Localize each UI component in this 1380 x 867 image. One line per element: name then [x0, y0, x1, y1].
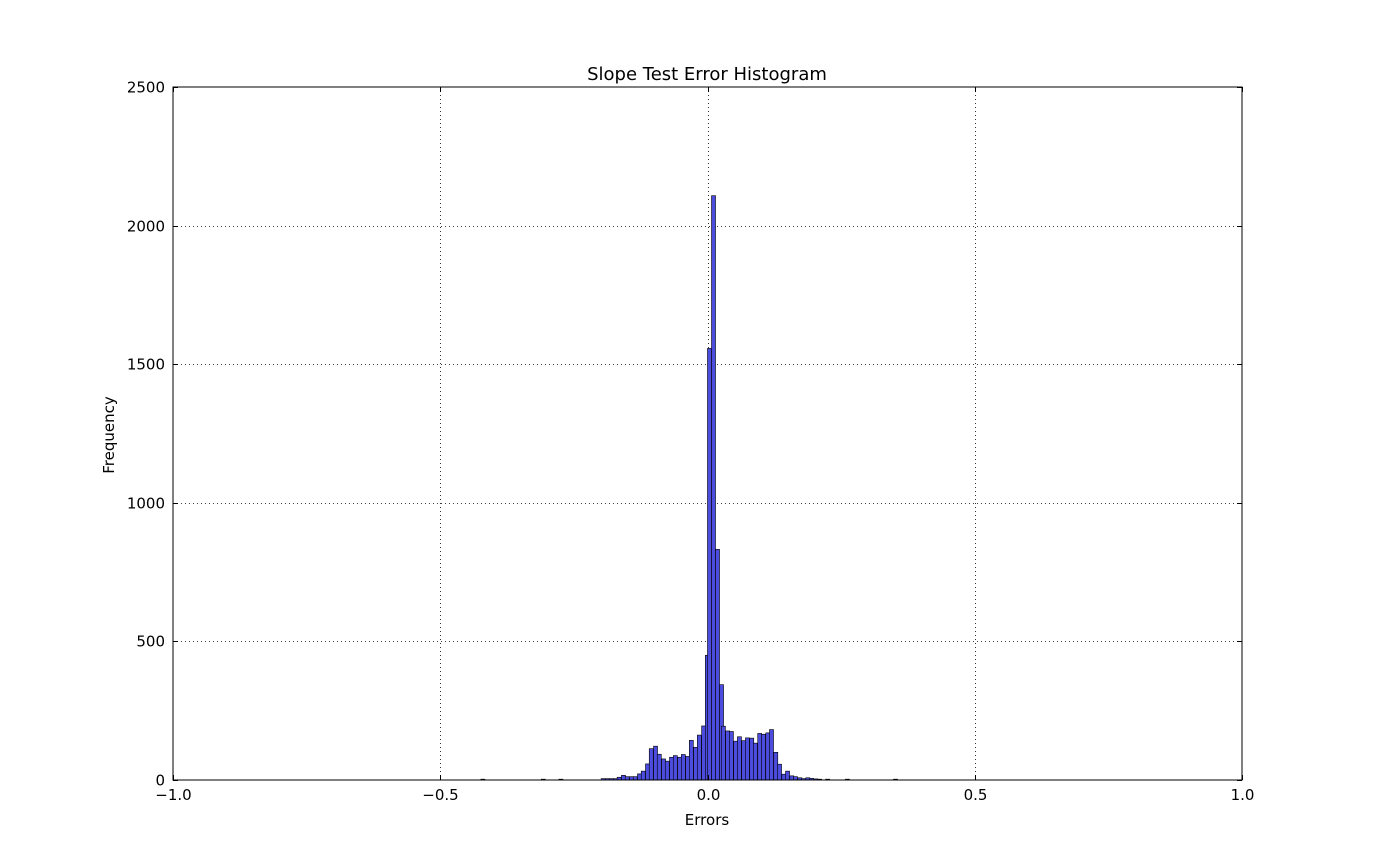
histogram-bar	[701, 725, 706, 781]
y-tick-label: 0	[155, 772, 165, 790]
histogram-bar	[725, 730, 730, 781]
histogram-bar	[653, 745, 658, 781]
histogram-bar	[664, 760, 670, 781]
histogram-bar	[640, 770, 646, 781]
histogram-bar	[711, 195, 716, 781]
histogram-bar	[648, 748, 654, 781]
histogram-bar	[745, 737, 750, 781]
histogram-bar	[697, 734, 702, 781]
histogram-bar	[737, 736, 742, 781]
histogram-bar	[777, 763, 782, 781]
histogram-bar	[689, 740, 694, 781]
histogram-bars	[480, 195, 898, 781]
histogram-bar	[677, 756, 682, 781]
axes-frame	[172, 86, 1243, 781]
y-tick-label: 1000	[127, 495, 165, 513]
histogram-bar	[669, 756, 674, 781]
histogram-bar	[749, 737, 755, 781]
histogram-bar	[721, 725, 726, 781]
histogram-bar	[761, 733, 766, 781]
histogram-bar	[661, 758, 666, 781]
histogram-bar	[637, 773, 642, 781]
x-tick-label: −1.0	[155, 786, 191, 804]
histogram-bar	[656, 753, 662, 781]
x-tick-label: 1.0	[1231, 786, 1255, 804]
y-tick-label: 2000	[127, 218, 165, 236]
histogram-bar	[781, 773, 787, 781]
histogram-bar	[753, 742, 758, 781]
histogram-bar	[672, 755, 678, 781]
histogram-bar	[693, 746, 698, 781]
histogram-bar	[681, 754, 686, 781]
x-tick-label: −0.5	[422, 786, 458, 804]
x-tick-label: 0.0	[697, 786, 721, 804]
y-axis-label: Frequency	[100, 396, 118, 474]
histogram-bar	[741, 740, 747, 781]
histogram-bar	[621, 774, 626, 781]
histogram-bar	[789, 775, 795, 781]
histogram-bar	[645, 763, 650, 781]
histogram-bar	[757, 733, 763, 781]
y-tick-label: 500	[136, 633, 165, 651]
histogram-bar	[769, 729, 774, 781]
histogram-bar	[765, 732, 771, 781]
x-axis-label: Errors	[685, 811, 730, 829]
histogram-bar	[715, 549, 720, 781]
histogram-bar	[707, 348, 712, 781]
histogram-bar	[733, 740, 739, 781]
histogram-bar	[729, 731, 734, 781]
axis-ticks: −1.0 −0.5 0.0 0.5 1.0 0 500 1000 1500 2000 2500	[127, 79, 1255, 805]
y-tick-label: 1500	[127, 356, 165, 374]
chart-title: Slope Test Error Histogram	[587, 64, 827, 85]
histogram-bar	[685, 756, 690, 781]
x-tick-label: 0.5	[964, 786, 988, 804]
histogram-bar	[773, 751, 779, 781]
y-tick-label: 2500	[127, 79, 165, 97]
histogram-bar	[785, 770, 790, 781]
